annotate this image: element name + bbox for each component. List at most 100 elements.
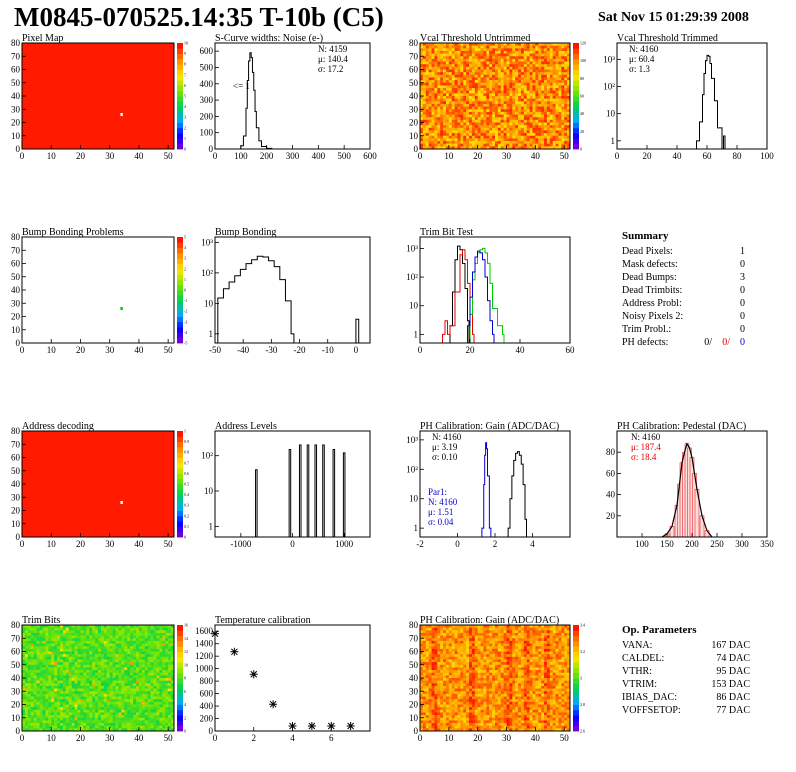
- op-parameters-panel: Op. Parameters VANA: 167 DAC CALDEL: 74 …: [622, 624, 750, 716]
- heatmap-cell: [523, 117, 528, 121]
- heatmap-cell: [497, 138, 502, 142]
- heatmap-cell: [68, 691, 72, 695]
- heatmap-cell: [159, 720, 163, 724]
- heatmap-cell: [83, 725, 87, 729]
- heatmap-cell: [112, 635, 116, 639]
- heatmap-cell: [454, 50, 458, 54]
- heatmap-cell: [103, 691, 108, 695]
- heatmap-cell: [95, 712, 99, 716]
- heatmap-cell: [57, 640, 61, 644]
- heatmap-cell: [83, 654, 87, 658]
- heatmap-cell: [434, 50, 438, 54]
- heatmap-cell: [33, 712, 37, 716]
- x-tick-label: 50: [164, 733, 174, 743]
- heatmap-cell: [95, 725, 99, 729]
- heatmap-cell: [103, 662, 108, 666]
- heatmap-cell: [54, 707, 58, 711]
- heatmap-cell: [523, 98, 528, 102]
- heatmap-cell: [77, 688, 81, 692]
- heatmap-cell: [492, 88, 496, 91]
- heatmap-cell: [451, 111, 455, 115]
- heatmap-cell: [92, 715, 96, 719]
- heatmap-cell: [109, 709, 113, 713]
- heatmap-cell: [549, 106, 553, 110]
- heatmap-cell: [24, 704, 29, 708]
- heatmap-cell: [141, 691, 146, 695]
- heatmap-cell: [130, 662, 134, 666]
- heatmap-cell: [564, 48, 568, 52]
- heatmap-cell: [469, 50, 473, 54]
- heatmap-cell: [144, 717, 148, 721]
- heatmap-cell: [130, 723, 134, 726]
- heatmap-cell: [150, 715, 154, 719]
- heatmap-cell: [520, 125, 525, 129]
- heatmap-cell: [127, 680, 131, 684]
- heatmap-cell: [538, 88, 542, 91]
- heatmap-cell: [506, 146, 510, 150]
- heatmap-cell: [51, 635, 55, 639]
- heatmap-cell: [541, 133, 545, 137]
- heatmap-cell: [51, 625, 55, 628]
- heatmap-cell: [36, 656, 40, 660]
- y-tick-label: 40: [11, 673, 21, 683]
- heatmap-cell: [115, 646, 119, 650]
- heatmap-cell: [150, 707, 154, 711]
- heatmap-cell: [100, 672, 105, 676]
- heatmap-cell: [100, 656, 105, 660]
- plot-frame: [214, 430, 371, 538]
- heatmap-cell: [130, 680, 134, 684]
- heatmap-cell: [567, 77, 571, 81]
- heatmap-cell: [538, 109, 542, 113]
- heatmap-cell: [431, 662, 435, 666]
- heatmap-cell: [454, 117, 458, 121]
- heatmap-cell: [526, 72, 530, 76]
- heatmap-cell: [500, 74, 504, 78]
- heatmap-cell: [80, 659, 84, 663]
- heatmap-cell: [121, 707, 125, 711]
- heatmap-cell: [54, 640, 58, 644]
- heatmap-cell: [24, 725, 29, 729]
- heatmap-cell: [57, 678, 61, 681]
- y-tick-label: 60: [11, 65, 21, 75]
- heatmap-cell: [561, 141, 565, 144]
- heatmap-cell: [112, 699, 116, 703]
- heatmap-cell: [147, 625, 151, 628]
- heatmap-cell: [483, 143, 487, 147]
- heatmap-cell: [431, 672, 435, 676]
- heatmap-cell: [83, 630, 87, 634]
- heatmap-cell: [162, 625, 166, 628]
- heatmap-cell: [515, 106, 519, 110]
- heatmap-cell: [45, 654, 49, 658]
- defect-pixel: [120, 501, 123, 505]
- heatmap-cell: [420, 45, 424, 49]
- heatmap-cell: [60, 672, 64, 676]
- heatmap-cell: [454, 82, 458, 86]
- heatmap-cell: [512, 43, 516, 46]
- heatmap-cell: [141, 725, 146, 729]
- heatmap-cell: [42, 625, 46, 628]
- heatmap-cell: [445, 122, 450, 126]
- heatmap-cell: [495, 85, 499, 89]
- heatmap-cell: [133, 646, 137, 650]
- heatmap-cell: [420, 135, 424, 139]
- heatmap-cell: [471, 72, 476, 76]
- heatmap-cell: [471, 117, 476, 121]
- heatmap-cell: [150, 656, 154, 660]
- heatmap-cell: [506, 64, 510, 68]
- heatmap-cell: [48, 627, 52, 631]
- heatmap-cell: [434, 625, 438, 628]
- heatmap-cell: [451, 69, 455, 73]
- heatmap-cell: [168, 664, 172, 668]
- heatmap-cell: [460, 106, 464, 110]
- heatmap-cell: [39, 712, 43, 716]
- heatmap-cell: [86, 688, 90, 692]
- heatmap-cell: [469, 77, 473, 81]
- heatmap-cell: [165, 728, 169, 732]
- heatmap-cell: [33, 654, 37, 658]
- heatmap-cell: [469, 80, 473, 84]
- heatmap-cell: [127, 632, 131, 636]
- heatmap-cell: [57, 627, 61, 631]
- heatmap-cell: [68, 699, 72, 703]
- heatmap-cell: [523, 66, 528, 70]
- data-point: [269, 700, 278, 709]
